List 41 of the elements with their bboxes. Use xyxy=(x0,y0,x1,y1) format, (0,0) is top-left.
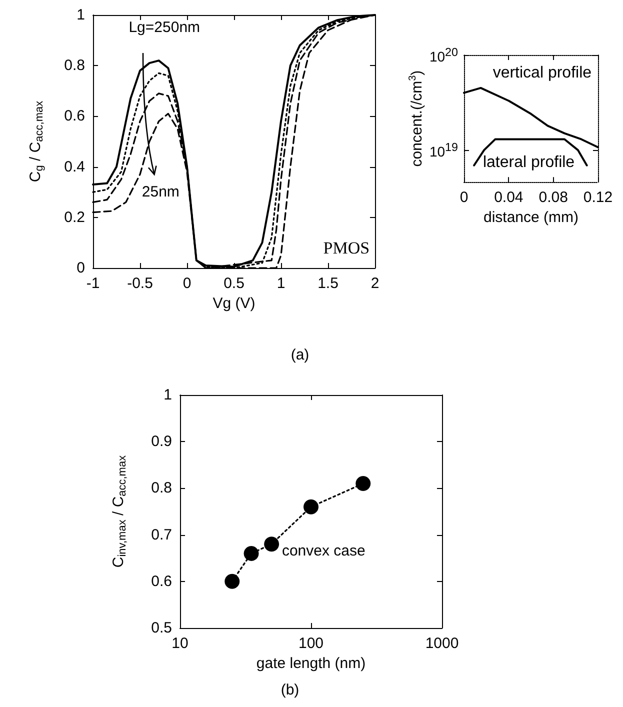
x-axis-title: distance (mm) xyxy=(483,209,579,226)
y-axis-title: Cg / Cacc,max xyxy=(27,100,46,182)
x-tick-label: 2 xyxy=(370,275,380,292)
series-label: lateral profile xyxy=(482,154,575,171)
annotation: PMOS xyxy=(323,238,370,258)
x-tick-label: 0.04 xyxy=(494,189,524,206)
y-tick-label: 0.5 xyxy=(151,620,172,636)
x-axis-title: gate length (nm) xyxy=(256,654,366,672)
y-tick-label: 1 xyxy=(164,386,172,404)
y-tick-label: 0.2 xyxy=(64,208,85,226)
x-tick-label: 0.5 xyxy=(224,275,244,292)
y-tick-label: 10$^{19}$ xyxy=(429,141,458,160)
y-tick-label: 0 xyxy=(76,260,85,276)
y-axis-title: Cinv,max / Cacc,max xyxy=(110,454,128,568)
y-tick-label: 0.9 xyxy=(151,433,172,450)
x-tick-label: 0.08 xyxy=(538,189,568,206)
y-tick-label: 0.4 xyxy=(64,158,85,176)
y-tick-label: 0.8 xyxy=(151,480,172,497)
annotation: 25nm xyxy=(142,184,180,201)
y-axis-title: concent.(/cm3) xyxy=(408,70,426,167)
x-tick-label: 100 xyxy=(298,635,324,652)
text: (a) xyxy=(290,346,310,364)
y-tick-label: 0.8 xyxy=(64,57,85,74)
x-tick-label: 1000 xyxy=(425,635,459,652)
y-tick-label: 0.6 xyxy=(64,108,85,125)
x-tick-label: 1 xyxy=(276,275,286,292)
y-tick-label: 0.6 xyxy=(151,572,172,590)
y-tick-label: 10$^{20}$ xyxy=(428,45,458,65)
annotation: convex case xyxy=(282,542,366,560)
x-tick-label: 1.5 xyxy=(318,275,338,292)
y-tick-label: 1 xyxy=(76,6,85,24)
x-tick-label: 0.12 xyxy=(583,189,613,206)
x-tick-label: -0.5 xyxy=(127,275,153,292)
text: (b) xyxy=(280,682,300,698)
legend-label: vertical profile xyxy=(492,64,592,82)
annotation: Lg=250nm xyxy=(128,19,200,36)
x-tick-label: 10 xyxy=(172,635,188,652)
x-tick-label: -1 xyxy=(86,275,100,292)
x-tick-label: 0 xyxy=(182,275,192,292)
x-axis-title: Vg (V) xyxy=(212,294,256,312)
y-tick-label: 0.7 xyxy=(151,526,172,544)
